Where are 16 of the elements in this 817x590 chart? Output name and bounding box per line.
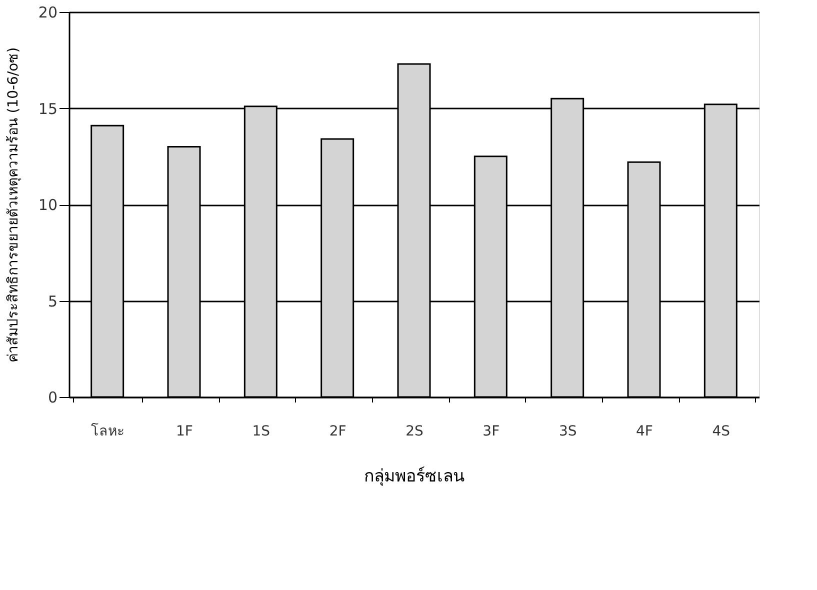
y-axis-title: ค่าสัมประสิทธิการขยายตัวเหตุความร้อน (10-6/oซ) (5, 47, 22, 363)
x-tick-label: โลหะ (90, 422, 125, 440)
x-tick-label: 1F (176, 424, 193, 440)
y-tick-label: 15 (38, 100, 58, 118)
y-tick-label: 10 (38, 196, 58, 214)
x-tick-label: 4F (636, 424, 653, 440)
x-tick-label: 3S (558, 424, 577, 440)
x-tick-label: 2S (406, 424, 424, 440)
y-tick-label: 20 (38, 4, 58, 22)
x-axis-title: กลุ่มพอร์ซเลน (364, 466, 465, 486)
x-tick-label: 4S (712, 424, 730, 440)
x-tick-label: 3F (482, 424, 500, 440)
y-tick-label: 5 (48, 292, 58, 310)
x-tick-label: 1S (252, 424, 270, 440)
x-tick-label: 2F (329, 424, 346, 440)
y-tick-label: 0 (48, 388, 58, 406)
